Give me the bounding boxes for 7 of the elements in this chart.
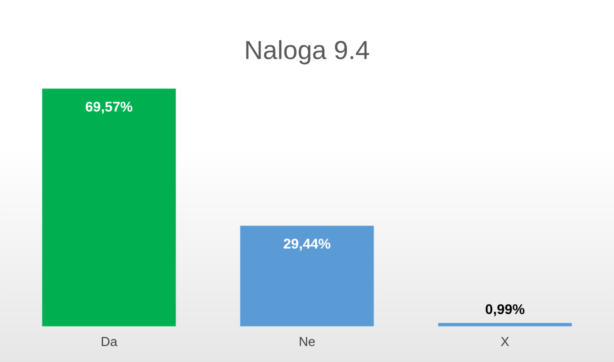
x-tick-label: Da: [100, 334, 118, 349]
chart-title: Naloga 9.4: [244, 34, 370, 65]
x-tick-label: X: [500, 334, 510, 349]
data-label: 69,57%: [85, 98, 134, 115]
x-tick-label: Ne: [298, 334, 316, 349]
data-label: 29,44%: [283, 236, 332, 252]
data-label: 0,99%: [485, 300, 526, 317]
